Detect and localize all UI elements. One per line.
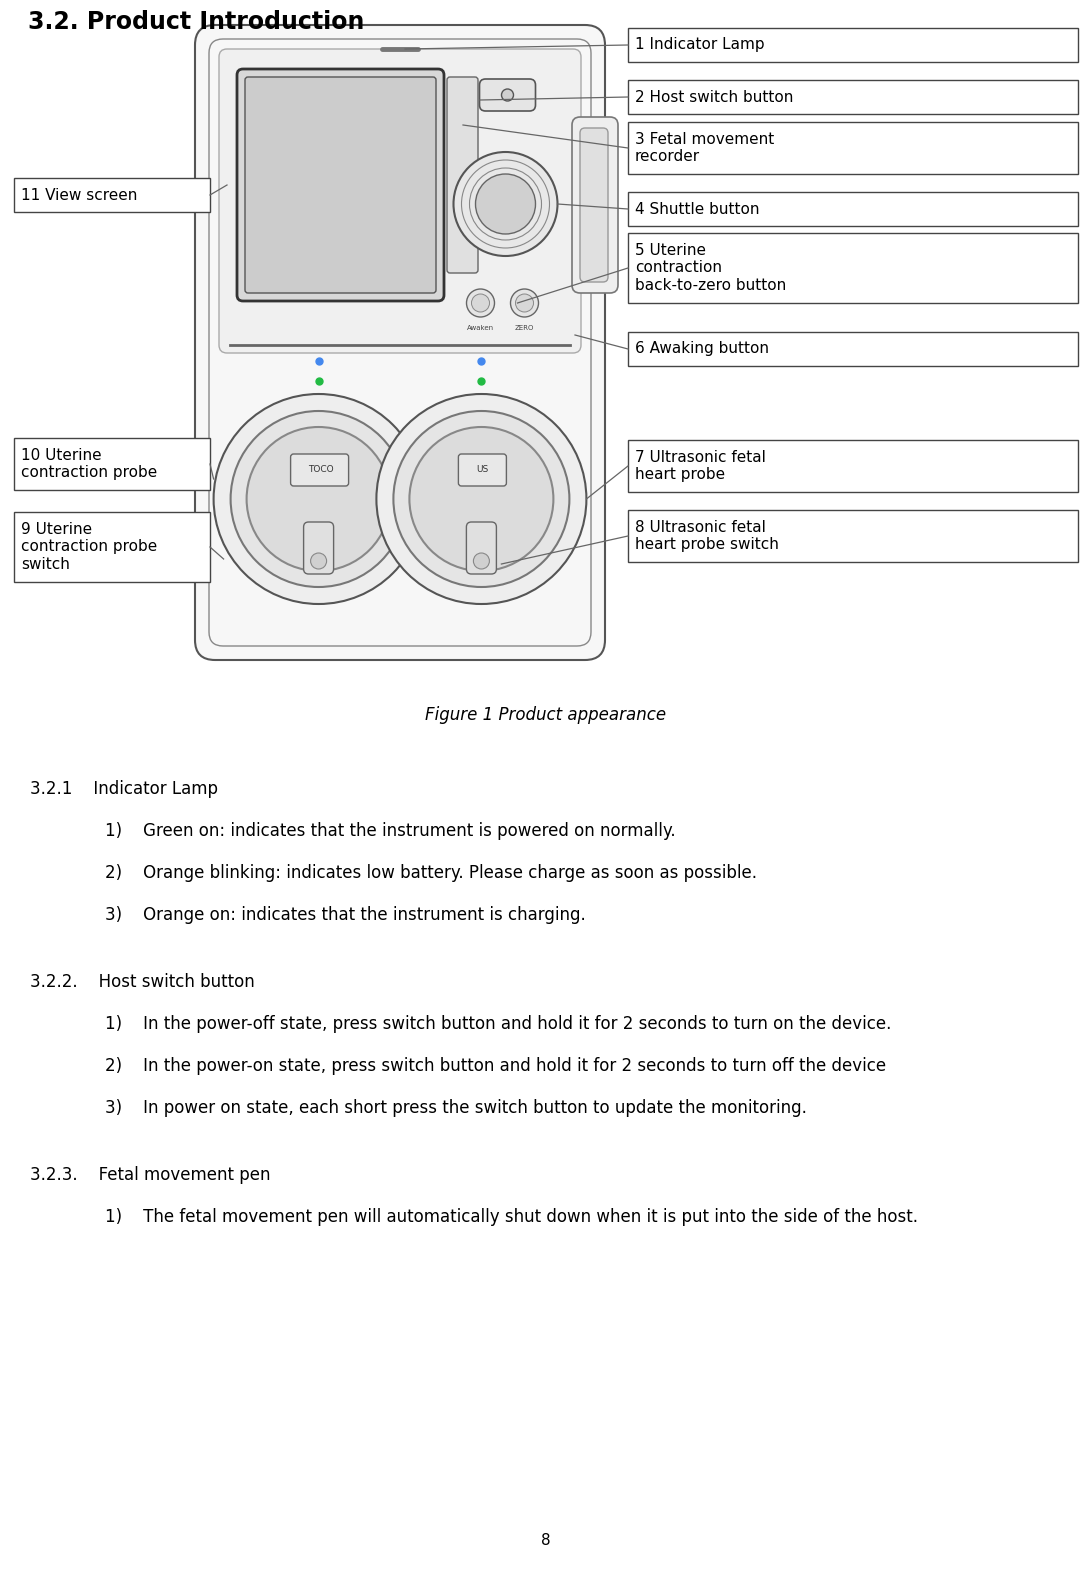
Circle shape (410, 427, 554, 571)
Circle shape (472, 294, 489, 312)
Text: 1)    Green on: indicates that the instrument is powered on normally.: 1) Green on: indicates that the instrume… (105, 822, 676, 841)
FancyBboxPatch shape (628, 192, 1078, 227)
FancyBboxPatch shape (237, 69, 444, 301)
Text: Figure 1 Product appearance: Figure 1 Product appearance (426, 707, 666, 724)
FancyBboxPatch shape (245, 77, 436, 293)
FancyBboxPatch shape (459, 453, 507, 486)
FancyBboxPatch shape (628, 80, 1078, 113)
Circle shape (474, 552, 489, 568)
FancyBboxPatch shape (219, 49, 581, 353)
Text: 3.2.3.    Fetal movement pen: 3.2.3. Fetal movement pen (29, 1166, 271, 1184)
Text: 7 Ultrasonic fetal
heart probe: 7 Ultrasonic fetal heart probe (636, 450, 765, 482)
Circle shape (510, 290, 538, 316)
FancyBboxPatch shape (628, 123, 1078, 175)
Circle shape (214, 394, 424, 604)
Circle shape (453, 153, 558, 257)
Text: 1 Indicator Lamp: 1 Indicator Lamp (636, 38, 764, 52)
FancyBboxPatch shape (628, 28, 1078, 61)
Text: 9 Uterine
contraction probe
switch: 9 Uterine contraction probe switch (21, 523, 157, 571)
Text: 11 View screen: 11 View screen (21, 187, 138, 203)
Text: 3)    Orange on: indicates that the instrument is charging.: 3) Orange on: indicates that the instrum… (105, 907, 585, 924)
Text: 3.2.1    Indicator Lamp: 3.2.1 Indicator Lamp (29, 781, 218, 798)
Text: 3 Fetal movement
recorder: 3 Fetal movement recorder (636, 132, 774, 164)
Text: 6 Awaking button: 6 Awaking button (636, 342, 769, 356)
Text: 3.2.2.    Host switch button: 3.2.2. Host switch button (29, 973, 254, 992)
Text: 2)    Orange blinking: indicates low battery. Please charge as soon as possible.: 2) Orange blinking: indicates low batter… (105, 864, 757, 881)
FancyBboxPatch shape (304, 523, 333, 575)
FancyBboxPatch shape (195, 25, 605, 660)
Circle shape (393, 411, 569, 587)
Text: 3.2. Product Introduction: 3.2. Product Introduction (28, 9, 365, 35)
Circle shape (466, 290, 495, 316)
Circle shape (230, 411, 406, 587)
FancyBboxPatch shape (628, 441, 1078, 493)
Text: TOCO: TOCO (308, 466, 333, 474)
FancyBboxPatch shape (479, 79, 535, 112)
Text: US: US (476, 466, 488, 474)
Circle shape (377, 394, 586, 604)
Text: 2)    In the power-on state, press switch button and hold it for 2 seconds to tu: 2) In the power-on state, press switch b… (105, 1058, 886, 1075)
Text: ZERO: ZERO (514, 324, 534, 331)
Text: 10 Uterine
contraction probe: 10 Uterine contraction probe (21, 447, 157, 480)
Text: 3)    In power on state, each short press the switch button to update the monito: 3) In power on state, each short press t… (105, 1099, 807, 1118)
Text: 1)    In the power-off state, press switch button and hold it for 2 seconds to t: 1) In the power-off state, press switch … (105, 1015, 891, 1033)
FancyBboxPatch shape (14, 178, 210, 212)
FancyBboxPatch shape (572, 116, 618, 293)
Text: 2 Host switch button: 2 Host switch button (636, 90, 794, 104)
Text: 1)    The fetal movement pen will automatically shut down when it is put into th: 1) The fetal movement pen will automatic… (105, 1207, 918, 1226)
Circle shape (515, 294, 534, 312)
Text: Awaken: Awaken (467, 324, 494, 331)
Text: 4 Shuttle button: 4 Shuttle button (636, 201, 760, 217)
Circle shape (310, 552, 327, 568)
FancyBboxPatch shape (290, 453, 348, 486)
FancyBboxPatch shape (466, 523, 497, 575)
FancyBboxPatch shape (580, 127, 608, 282)
FancyBboxPatch shape (447, 77, 478, 272)
Text: 5 Uterine
contraction
back-to-zero button: 5 Uterine contraction back-to-zero butto… (636, 242, 786, 293)
FancyBboxPatch shape (628, 510, 1078, 562)
Circle shape (501, 90, 513, 101)
Circle shape (475, 175, 535, 235)
Circle shape (247, 427, 391, 571)
Text: 8 Ultrasonic fetal
heart probe switch: 8 Ultrasonic fetal heart probe switch (636, 519, 779, 552)
FancyBboxPatch shape (628, 233, 1078, 304)
Text: 8: 8 (542, 1533, 550, 1547)
FancyBboxPatch shape (14, 438, 210, 490)
FancyBboxPatch shape (628, 332, 1078, 367)
FancyBboxPatch shape (14, 512, 210, 582)
